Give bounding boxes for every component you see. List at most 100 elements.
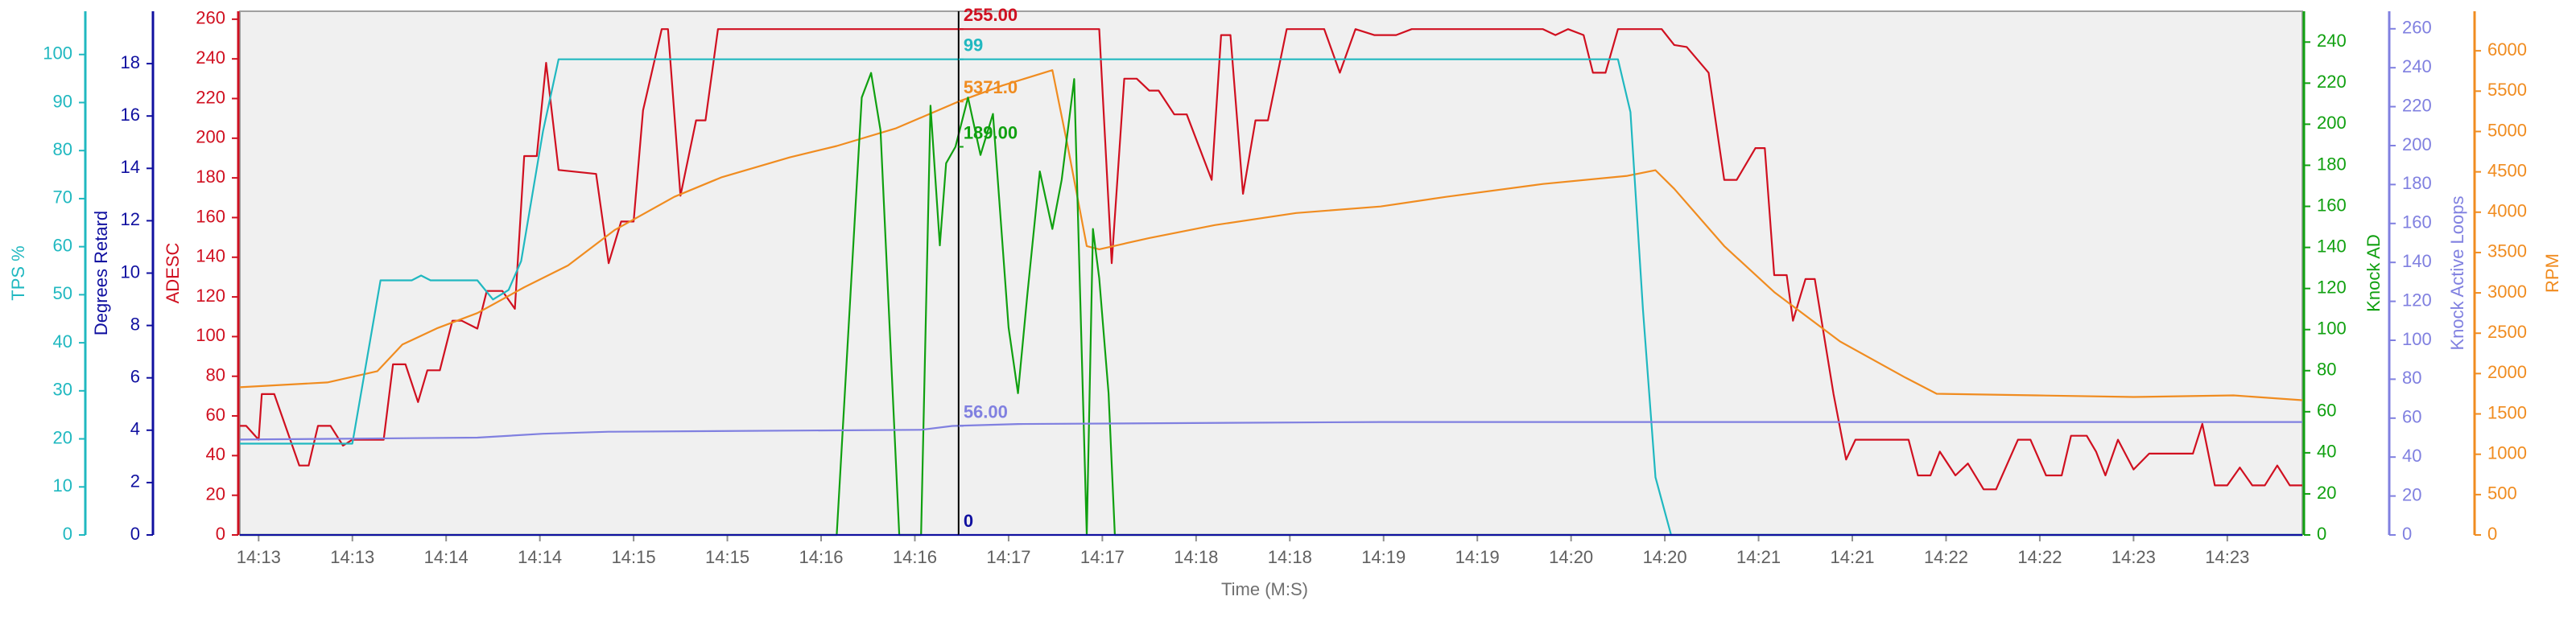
x-tick-label: 14:14	[424, 547, 469, 567]
y-tick-label: 0	[2487, 524, 2497, 544]
y-tick-label: 2	[130, 471, 140, 492]
y-tick-label: 240	[2402, 56, 2432, 76]
y-tick-label: 30	[53, 380, 72, 400]
cursor-readout: 5371.0	[964, 77, 1018, 97]
y-tick-label: 2000	[2487, 362, 2527, 382]
y-tick-label: 40	[2402, 446, 2421, 466]
y-tick-label: 100	[196, 325, 225, 345]
y-tick-label: 10	[121, 261, 140, 282]
y-tick-label: 4000	[2487, 201, 2527, 221]
y-tick-label: 40	[53, 331, 72, 352]
y-tick-label: 0	[2402, 524, 2412, 544]
x-tick-label: 14:16	[799, 547, 843, 567]
x-tick-label: 14:15	[705, 547, 749, 567]
x-tick-label: 14:22	[2017, 547, 2062, 567]
y-tick-label: 60	[53, 235, 72, 255]
y-tick-label: 5500	[2487, 80, 2527, 100]
y-tick-label: 220	[196, 87, 225, 107]
x-tick-label: 14:18	[1268, 547, 1312, 567]
x-tick-label: 14:14	[518, 547, 562, 567]
y-tick-label: 180	[196, 167, 225, 187]
y-tick-label: 180	[2317, 154, 2347, 174]
x-tick-label: 14:20	[1643, 547, 1687, 567]
x-tick-label: 14:19	[1455, 547, 1500, 567]
y-axis-title: TPS %	[8, 245, 28, 300]
y-tick-label: 18	[121, 52, 140, 72]
series-line	[240, 72, 2302, 537]
y-tick-label: 500	[2487, 483, 2517, 504]
y-tick-label: 160	[2402, 212, 2432, 232]
x-tick-label: 14:17	[986, 547, 1030, 567]
x-tick-label: 14:21	[1736, 547, 1781, 567]
x-tick-label: 14:18	[1174, 547, 1218, 567]
y-tick-label: 160	[2317, 195, 2347, 215]
y-tick-label: 100	[2317, 319, 2347, 339]
y-axis-title: Degrees Retard	[91, 211, 111, 335]
y-tick-label: 1000	[2487, 443, 2527, 463]
y-tick-label: 160	[196, 206, 225, 226]
y-tick-label: 200	[2402, 134, 2432, 154]
y-tick-label: 0	[216, 524, 225, 544]
y-tick-label: 6000	[2487, 39, 2527, 60]
y-axis-title: Knock AD	[2363, 234, 2384, 312]
y-tick-label: 4500	[2487, 160, 2527, 180]
y-tick-label: 60	[2317, 401, 2336, 421]
y-tick-label: 80	[2317, 360, 2336, 380]
y-tick-label: 120	[196, 286, 225, 306]
y-tick-label: 14	[121, 157, 140, 177]
y-tick-label: 100	[2402, 329, 2432, 349]
series-line	[239, 421, 2302, 441]
y-tick-label: 70	[53, 187, 72, 208]
plot-area	[239, 10, 2303, 536]
y-tick-label: 80	[53, 139, 72, 159]
x-tick-label: 14:19	[1361, 547, 1406, 567]
y-tick-label: 6	[130, 367, 140, 387]
y-tick-label: 20	[206, 483, 225, 504]
y-tick-label: 3500	[2487, 241, 2527, 261]
x-tick-label: 14:15	[612, 547, 656, 567]
y-axis-title: ADESC	[163, 242, 183, 303]
y-tick-label: 80	[2402, 368, 2421, 388]
y-tick-label: 16	[121, 105, 140, 125]
cursor-readout: 0	[964, 511, 973, 531]
y-tick-label: 20	[2402, 484, 2421, 504]
y-tick-label: 100	[43, 43, 72, 64]
y-tick-label: 12	[121, 209, 140, 229]
x-tick-label: 14:16	[893, 547, 937, 567]
cursor-readout: 99	[964, 35, 983, 56]
y-tick-label: 260	[2402, 18, 2432, 38]
x-tick-label: 14:20	[1549, 547, 1593, 567]
y-tick-label: 90	[53, 91, 72, 111]
y-tick-label: 120	[2402, 290, 2432, 310]
y-tick-label: 40	[2317, 442, 2336, 462]
y-tick-label: 20	[53, 427, 72, 447]
series-line	[240, 58, 2302, 537]
y-tick-label: 140	[2402, 251, 2432, 271]
y-axis-title: RPM	[2542, 253, 2562, 293]
y-tick-label: 0	[130, 524, 140, 544]
y-tick-label: 20	[2317, 483, 2336, 503]
y-tick-label: 260	[196, 8, 225, 28]
y-tick-label: 200	[2317, 113, 2347, 133]
y-tick-label: 220	[2317, 72, 2347, 92]
cursor-readout: 56.00	[964, 401, 1008, 422]
y-tick-label: 240	[2317, 31, 2347, 51]
y-tick-label: 180	[2402, 173, 2432, 193]
x-tick-label: 14:17	[1080, 547, 1125, 567]
y-tick-label: 60	[206, 405, 225, 425]
y-tick-label: 120	[2317, 277, 2347, 297]
y-tick-label: 8	[130, 314, 140, 334]
y-tick-label: 4	[130, 419, 140, 439]
x-tick-label: 14:21	[1830, 547, 1874, 567]
y-tick-label: 0	[2317, 524, 2326, 544]
x-tick-label: 14:23	[2205, 547, 2249, 567]
y-tick-label: 140	[196, 246, 225, 266]
y-tick-label: 40	[206, 444, 225, 464]
y-tick-label: 80	[206, 365, 225, 385]
y-tick-label: 3000	[2487, 282, 2527, 302]
x-tick-label: 14:22	[1924, 547, 1968, 567]
y-tick-label: 200	[196, 127, 225, 147]
y-tick-label: 240	[196, 47, 225, 68]
x-tick-label: 14:13	[237, 547, 281, 567]
